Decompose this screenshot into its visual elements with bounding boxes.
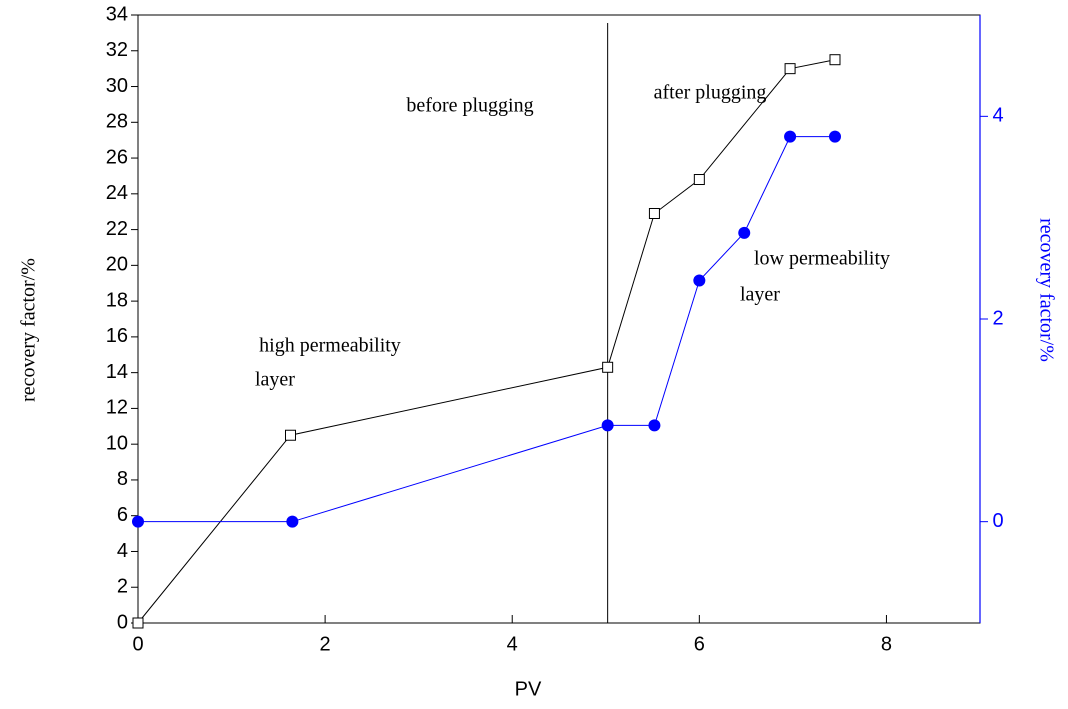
y2-tick-label: 0: [992, 510, 1003, 532]
y-tick-label: 10: [106, 432, 128, 454]
y-tick-label: 30: [106, 75, 128, 97]
point-marker: [829, 54, 841, 66]
point-marker: [284, 429, 296, 441]
y-tick-label: 4: [117, 540, 128, 562]
y-tick-label: 24: [106, 182, 128, 204]
plot-frame: [137, 14, 981, 624]
y-tick-label: 18: [106, 289, 128, 311]
y-tick-label: 12: [106, 397, 128, 419]
x-tick-label: 8: [881, 633, 892, 655]
y-tick-label: 20: [106, 254, 128, 276]
series-line: [138, 136, 835, 523]
y2-tick-label: 2: [992, 307, 1003, 329]
point-marker: [286, 515, 299, 528]
point-marker: [828, 130, 841, 143]
x-tick-label: 0: [132, 633, 143, 655]
y-tick-label: 8: [117, 468, 128, 490]
point-marker: [784, 63, 796, 75]
y-tick-label: 2: [117, 576, 128, 598]
y-tick-label: 26: [106, 146, 128, 168]
y-tick-label: 32: [106, 39, 128, 61]
y-tick-label: 0: [117, 611, 128, 633]
point-marker: [648, 207, 660, 219]
y2-tick-label: 4: [992, 105, 1003, 127]
point-marker: [601, 419, 614, 432]
x-tick-label: 2: [320, 633, 331, 655]
point-marker: [602, 361, 614, 373]
y-tick-label: 28: [106, 111, 128, 133]
annotation: layer: [255, 369, 295, 391]
annotation: after plugging: [654, 82, 767, 104]
point-marker: [738, 226, 751, 239]
y-axis-label: recovery factor/%: [18, 258, 40, 402]
point-marker: [784, 130, 797, 143]
point-marker: [132, 515, 144, 528]
point-marker: [693, 174, 705, 186]
point-marker: [693, 274, 706, 287]
series-line: [137, 59, 836, 624]
y-tick-label: 6: [117, 504, 128, 526]
x-axis-label: PV: [515, 678, 542, 700]
x-tick-label: 6: [694, 633, 705, 655]
annotation: low permeability: [754, 248, 890, 270]
annotation: high permeability: [259, 335, 401, 357]
y-tick-label: 22: [106, 218, 128, 240]
x-tick-label: 4: [507, 633, 518, 655]
annotation: layer: [740, 284, 780, 306]
y-tick-label: 16: [106, 325, 128, 347]
y-tick-label: 34: [106, 3, 128, 25]
y-tick-label: 14: [106, 361, 128, 383]
point-marker: [132, 617, 144, 629]
y2-axis-label: recovery factor/%: [1035, 218, 1057, 362]
point-marker: [648, 419, 661, 432]
annotation: before plugging: [406, 95, 533, 117]
